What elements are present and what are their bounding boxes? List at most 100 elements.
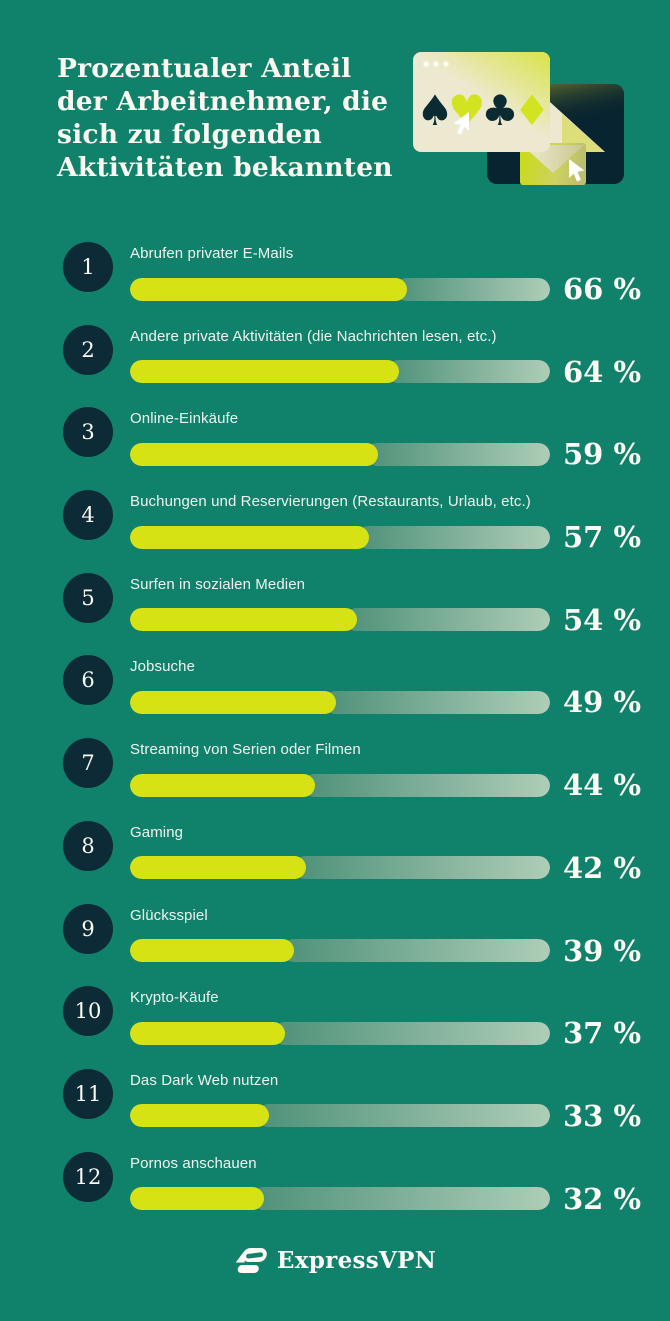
bar-track bbox=[130, 939, 550, 962]
chart-row: 1 Abrufen privater E-Mails 66 % bbox=[63, 238, 663, 321]
rank-badge: 3 bbox=[63, 407, 113, 458]
bar-remainder bbox=[386, 360, 550, 384]
chart-row: 7 Streaming von Serien oder Filmen 44 % bbox=[63, 734, 663, 817]
bar-fill bbox=[130, 939, 294, 962]
bar-track bbox=[130, 442, 550, 466]
bar-remainder bbox=[281, 939, 550, 962]
browser-cards-envelope-illustration: ♠ ♥ ♣ ♦ bbox=[413, 52, 624, 185]
browser-dot bbox=[433, 61, 439, 67]
bar-fill bbox=[130, 690, 336, 714]
footer: ExpressVPN bbox=[0, 1238, 670, 1282]
rank-number: 8 bbox=[81, 833, 95, 858]
bar-remainder bbox=[357, 525, 550, 549]
value-label: 66 % bbox=[563, 272, 642, 306]
value-label: 32 % bbox=[563, 1181, 642, 1216]
bar-track bbox=[130, 856, 550, 880]
activity-label: Abrufen privater E-Mails bbox=[130, 245, 294, 262]
spade-icon: ♠ bbox=[416, 86, 454, 135]
bar-remainder bbox=[365, 442, 550, 466]
bar-remainder bbox=[344, 608, 550, 632]
diamond-icon: ♦ bbox=[513, 86, 551, 135]
bar-remainder bbox=[323, 690, 550, 714]
bar-fill bbox=[130, 442, 378, 466]
bar-track bbox=[130, 277, 550, 301]
bar-fill bbox=[130, 1187, 265, 1211]
bar-remainder bbox=[302, 773, 550, 797]
bar-track bbox=[130, 608, 550, 632]
chart-row: 11 Das Dark Web nutzen 33 % bbox=[63, 1065, 663, 1148]
cursor-icon bbox=[453, 112, 469, 135]
rank-badge: 1 bbox=[63, 242, 113, 292]
chart-row: 2 Andere private Aktivitäten (die Nachri… bbox=[63, 321, 663, 404]
value-label: 64 % bbox=[563, 354, 642, 389]
bar-fill bbox=[130, 856, 307, 880]
chart-row: 9 Glücksspiel 39 % bbox=[63, 900, 663, 983]
rank-badge: 11 bbox=[63, 1068, 113, 1119]
value-label: 49 % bbox=[563, 685, 642, 720]
browser-dot bbox=[423, 61, 429, 67]
bar-remainder bbox=[256, 1104, 550, 1128]
bar-track bbox=[130, 525, 550, 549]
rank-number: 9 bbox=[81, 916, 95, 941]
rank-badge: 9 bbox=[63, 903, 113, 954]
expressvpn-logo-icon bbox=[235, 1247, 267, 1273]
value-label: 59 % bbox=[563, 437, 642, 472]
bar-remainder bbox=[395, 277, 550, 301]
activity-label: Jobsuche bbox=[130, 658, 196, 676]
rank-number: 10 bbox=[74, 999, 102, 1024]
bar-remainder bbox=[273, 1021, 550, 1045]
activity-label: Andere private Aktivitäten (die Nachrich… bbox=[130, 327, 497, 345]
chart-row: 4 Buchungen und Reservierungen (Restaura… bbox=[63, 486, 663, 569]
rank-number: 11 bbox=[74, 1081, 102, 1106]
chart-row: 6 Jobsuche 49 % bbox=[63, 651, 663, 734]
chart-row: 12 Pornos anschauen 32 % bbox=[63, 1148, 663, 1231]
value-label: 57 % bbox=[563, 520, 642, 555]
rank-number: 7 bbox=[81, 751, 95, 776]
rank-badge: 10 bbox=[63, 986, 113, 1037]
value-label: 54 % bbox=[563, 602, 642, 637]
bar-track bbox=[130, 1021, 550, 1045]
value-label: 44 % bbox=[563, 768, 642, 803]
bar-fill bbox=[130, 1021, 286, 1045]
activity-label: Das Dark Web nutzen bbox=[130, 1071, 279, 1089]
rank-badge: 12 bbox=[63, 1151, 113, 1202]
activity-label: Krypto-Käufe bbox=[130, 989, 219, 1007]
rank-number: 6 bbox=[81, 668, 95, 693]
rank-number: 3 bbox=[81, 420, 95, 445]
value-label: 42 % bbox=[563, 850, 642, 885]
chart-row: 10 Krypto-Käufe 37 % bbox=[63, 982, 663, 1065]
value-label: 39 % bbox=[563, 933, 642, 968]
rank-badge: 2 bbox=[63, 324, 113, 375]
bar-fill bbox=[130, 525, 370, 549]
browser-dot bbox=[443, 61, 449, 67]
activity-label: Glücksspiel bbox=[130, 906, 208, 924]
bar-remainder bbox=[294, 856, 550, 880]
bar-fill bbox=[130, 608, 357, 632]
rank-badge: 6 bbox=[63, 655, 113, 706]
bar-track bbox=[130, 1187, 550, 1211]
value-label: 33 % bbox=[563, 1098, 642, 1133]
bar-track bbox=[130, 1104, 550, 1128]
rank-badge: 7 bbox=[63, 738, 113, 789]
activity-label: Streaming von Serien oder Filmen bbox=[130, 741, 361, 759]
rank-number: 4 bbox=[81, 503, 95, 528]
bar-fill bbox=[130, 277, 408, 301]
rank-badge: 4 bbox=[63, 490, 113, 541]
rank-number: 5 bbox=[81, 585, 95, 610]
bar-track bbox=[130, 773, 550, 797]
browser-window: ♠ ♥ ♣ ♦ bbox=[413, 52, 551, 152]
rank-badge: 8 bbox=[63, 820, 113, 871]
bar-chart: 1 Abrufen privater E-Mails 66 % 2 Andere… bbox=[63, 238, 663, 1230]
chart-row: 3 Online-Einkäufe 59 % bbox=[63, 403, 663, 486]
chart-row: 8 Gaming 42 % bbox=[63, 817, 663, 900]
rank-badge: 5 bbox=[63, 572, 113, 623]
activity-label: Surfen in sozialen Medien bbox=[130, 575, 306, 593]
bar-fill bbox=[130, 360, 399, 384]
activity-label: Pornos anschauen bbox=[130, 1154, 257, 1172]
bar-fill bbox=[130, 773, 315, 797]
club-icon: ♣ bbox=[481, 86, 519, 135]
activity-label: Gaming bbox=[130, 823, 184, 841]
rank-number: 2 bbox=[81, 337, 95, 362]
bar-fill bbox=[130, 1104, 269, 1128]
